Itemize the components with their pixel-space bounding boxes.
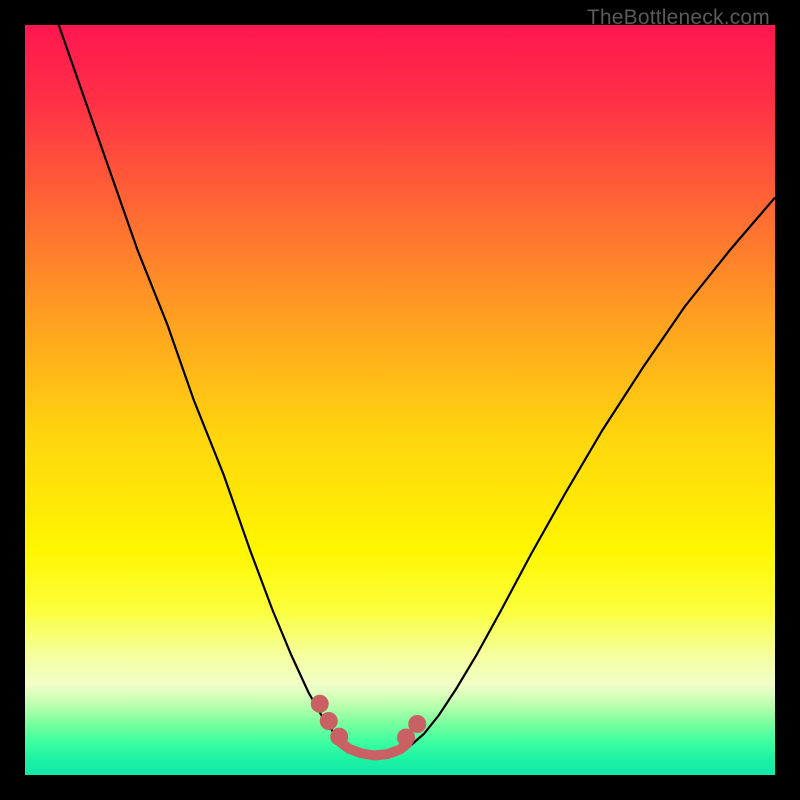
valley-marker (311, 695, 329, 713)
valley-marker (408, 715, 426, 733)
valley-marker (320, 712, 338, 730)
valley-markers (311, 695, 427, 747)
valley-marker (330, 728, 348, 746)
watermark-text: TheBottleneck.com (587, 6, 770, 30)
plot-area (25, 25, 775, 775)
chart-frame: TheBottleneck.com (0, 0, 800, 800)
curve-layer (25, 25, 775, 775)
valley-highlight-path (339, 741, 407, 755)
bottleneck-curve (59, 25, 775, 756)
